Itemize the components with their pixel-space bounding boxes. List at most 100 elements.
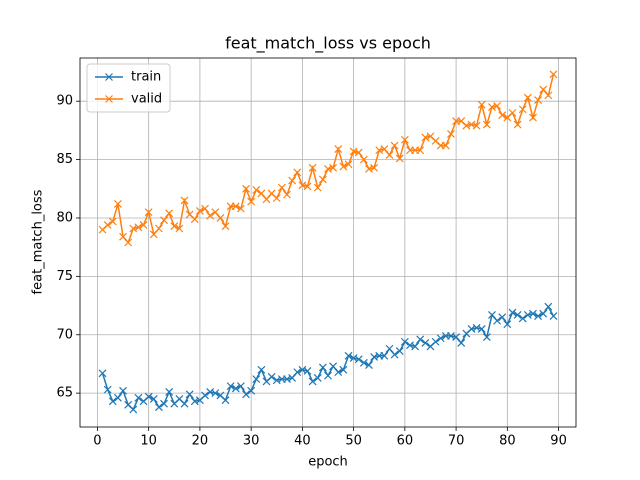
marker: [113, 393, 122, 402]
marker: [160, 216, 168, 225]
marker: [226, 382, 235, 391]
marker: [534, 96, 543, 104]
marker: [303, 367, 312, 375]
marker: [216, 214, 225, 222]
x-tick-label: 20: [192, 434, 209, 449]
marker: [149, 395, 158, 403]
legend-label: train: [131, 70, 161, 85]
marker: [108, 217, 117, 226]
marker: [334, 368, 343, 377]
marker: [395, 154, 404, 163]
marker: [252, 186, 261, 194]
marker: [334, 145, 343, 154]
marker: [293, 168, 302, 177]
marker: [472, 121, 481, 130]
marker: [180, 399, 189, 408]
marker: [119, 386, 127, 395]
marker: [160, 399, 168, 408]
marker: [221, 222, 230, 231]
marker: [529, 113, 537, 122]
marker: [477, 100, 486, 109]
x-tick-label: 10: [140, 434, 157, 449]
marker: [206, 211, 215, 220]
marker: [242, 184, 250, 193]
marker: [436, 334, 445, 343]
marker: [144, 392, 153, 401]
marker: [257, 365, 266, 374]
marker: [201, 204, 209, 213]
marker: [354, 148, 363, 157]
marker: [329, 163, 338, 172]
y-tick-label: 80: [56, 210, 73, 225]
marker: [416, 335, 425, 344]
x-tick-label: 60: [397, 434, 414, 449]
x-tick-label: 50: [345, 434, 362, 449]
marker: [129, 405, 138, 414]
marker: [134, 393, 143, 402]
marker: [508, 108, 517, 117]
marker: [211, 389, 220, 398]
marker: [236, 382, 245, 391]
marker: [339, 365, 348, 374]
marker: [98, 369, 107, 378]
marker: [498, 313, 507, 322]
marker: [288, 176, 297, 185]
marker: [154, 403, 163, 412]
marker: [313, 183, 322, 192]
series-line: [101, 305, 555, 411]
marker: [539, 309, 548, 318]
marker: [201, 391, 209, 400]
y-axis-label: feat_match_loss: [31, 189, 46, 294]
marker: [308, 377, 317, 386]
x-tick-label: 40: [294, 434, 311, 449]
marker: [359, 358, 368, 367]
plot-frame: [79, 57, 577, 428]
x-tick-label: 80: [499, 434, 516, 449]
marker: [390, 350, 399, 359]
x-axis-label: epoch: [308, 455, 348, 470]
marker: [534, 312, 543, 320]
marker: [293, 368, 302, 377]
marker: [272, 194, 281, 203]
marker: [231, 202, 240, 211]
marker: [482, 333, 491, 342]
marker: [493, 101, 502, 110]
marker: [385, 150, 394, 159]
marker: [549, 70, 558, 79]
marker: [308, 163, 317, 172]
marker: [267, 372, 276, 381]
marker: [344, 160, 353, 169]
marker: [431, 337, 440, 346]
chart-title: feat_match_loss vs epoch: [225, 34, 431, 54]
marker: [236, 204, 245, 213]
marker: [513, 310, 522, 319]
y-tick-label: 65: [56, 386, 73, 401]
legend-marker: [105, 73, 113, 81]
marker: [477, 324, 486, 333]
marker: [498, 111, 507, 120]
y-tick-label: 75: [56, 269, 73, 284]
marker: [165, 388, 174, 396]
marker: [124, 238, 133, 247]
marker: [252, 375, 261, 384]
marker: [508, 308, 517, 317]
marker: [370, 163, 379, 172]
x-tick-label: 90: [550, 434, 567, 449]
marker: [529, 309, 537, 318]
marker: [103, 385, 112, 394]
marker: [277, 183, 286, 192]
marker: [503, 320, 512, 329]
x-tick-label: 0: [93, 434, 101, 449]
legend-marker: [105, 95, 113, 103]
marker: [247, 386, 256, 395]
marker: [185, 390, 194, 399]
marker: [359, 155, 368, 164]
marker: [441, 141, 450, 150]
marker: [339, 162, 348, 171]
marker: [175, 224, 184, 233]
x-tick-label: 70: [448, 434, 465, 449]
marker: [400, 337, 409, 346]
marker: [549, 312, 558, 320]
marker: [283, 190, 291, 199]
